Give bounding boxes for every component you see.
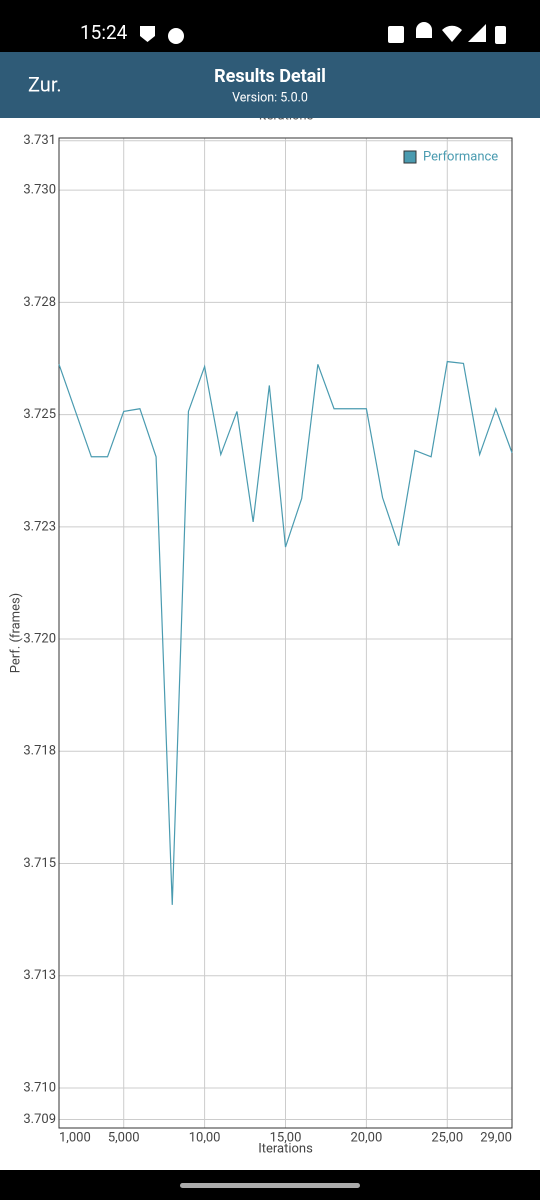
status-icons — [140, 22, 506, 44]
legend-label: Performance — [423, 149, 498, 164]
status-time: 15:24 — [80, 21, 128, 44]
y-tick-label: 3.718 — [23, 744, 56, 759]
legend-swatch — [403, 150, 417, 164]
x-tick-label: 29,00 — [480, 1130, 512, 1145]
plot-border — [58, 137, 513, 1129]
x-axis-title: Iterations — [258, 1141, 313, 1156]
data-line — [58, 360, 513, 905]
y-tick-label: 3.710 — [23, 1080, 56, 1095]
y-tick-label: 3.715 — [23, 856, 56, 871]
y-tick-label: 3.730 — [23, 183, 56, 198]
y-tick-label: 3.720 — [23, 631, 56, 646]
page-title: Results Detail — [214, 66, 326, 87]
y-tick-label: 3.709 — [23, 1112, 56, 1127]
app-bar — [0, 52, 540, 118]
x-tick-label: 25,00 — [431, 1130, 463, 1145]
x-tick-label: 10,00 — [189, 1130, 221, 1145]
y-tick-label: 3.728 — [23, 295, 56, 310]
y-tick-label: 3.713 — [23, 968, 56, 983]
page-subtitle: Version: 5.0.0 — [232, 90, 308, 105]
y-tick-label: 3.731 — [23, 133, 56, 148]
x-tick-label: 20,00 — [350, 1130, 382, 1145]
x-tick-label: 5,000 — [108, 1130, 140, 1145]
back-button[interactable]: Zur. — [28, 72, 62, 96]
chart: 3.709 3.710 3.713 3.715 3.718 3.720 3.723 3.725… — [8, 133, 513, 1156]
top-axis-title: Iterations — [259, 108, 314, 123]
y-axis-title: Perf. (frames) — [8, 593, 23, 673]
x-tick-label: 1,000 — [59, 1130, 91, 1145]
y-tick-label: 3.725 — [23, 407, 56, 422]
x-tick-label: 15,00 — [270, 1130, 302, 1145]
y-tick-label: 3.723 — [23, 519, 56, 534]
nav-handle[interactable] — [180, 1183, 360, 1188]
